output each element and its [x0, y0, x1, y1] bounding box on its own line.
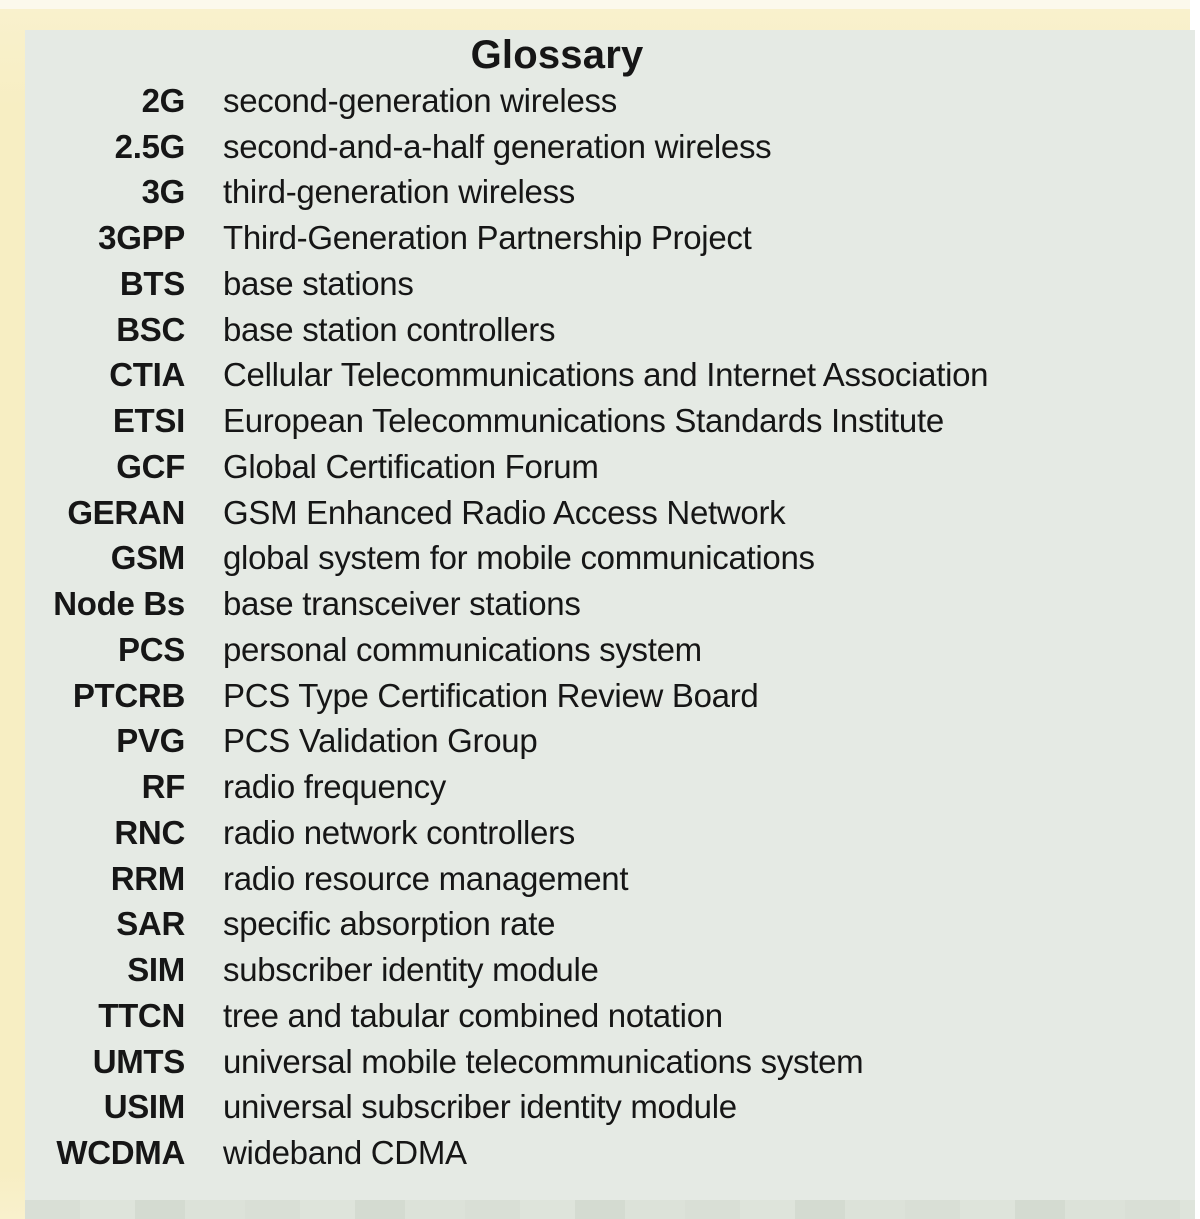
glossary-abbreviation: RF — [141, 768, 186, 806]
glossary-definition: base station controllers — [223, 310, 556, 348]
glossary-abbreviation: 2G — [141, 81, 186, 119]
glossary-definition: wideband CDMA — [223, 1134, 467, 1172]
glossary-definition: radio frequency — [223, 768, 446, 806]
glossary-entry-row: PTCRB PCS Type Certification Review Board — [25, 673, 1195, 719]
glossary-abbreviation: 2.5G — [114, 127, 186, 165]
glossary-definition: radio resource management — [223, 859, 629, 897]
glossary-abbreviation: USIM — [103, 1088, 186, 1126]
glossary-abbreviation: GERAN — [67, 493, 185, 531]
glossary-entry-row: 3GPP Third-Generation Partnership Project — [25, 215, 1195, 261]
glossary-abbreviation: PVG — [116, 722, 185, 760]
bottom-edge-strip — [25, 1200, 1195, 1219]
glossary-definition: tree and tabular combined notation — [223, 996, 723, 1034]
glossary-entry-row: 2G second-generation wireless — [25, 78, 1195, 124]
glossary-abbreviation: SIM — [127, 951, 185, 989]
glossary-entry-row: CTIA Cellular Telecommunications and Inte… — [25, 353, 1195, 399]
glossary-entry-row: PVG PCS Validation Group — [25, 719, 1195, 765]
glossary-panel: Glossary 2G second-generation wireless 2.5… — [25, 30, 1195, 1200]
glossary-definition: second-generation wireless — [223, 81, 617, 119]
glossary-abbreviation: GCF — [116, 447, 185, 485]
glossary-abbreviation: SAR — [116, 905, 185, 943]
glossary-title: Glossary — [470, 33, 644, 77]
glossary-abbreviation: RNC — [114, 813, 185, 851]
glossary-definition: subscriber identity module — [223, 951, 599, 989]
glossary-abbreviation: 3G — [141, 173, 186, 211]
glossary-entry-row: RNC radio network controllers — [25, 810, 1195, 856]
glossary-entry-row: BTS base stations — [25, 261, 1195, 307]
glossary-definition: radio network controllers — [223, 813, 575, 851]
top-cream-strip — [0, 0, 1190, 9]
glossary-abbreviation: CTIA — [109, 356, 185, 394]
glossary-definition: second-and-a-half generation wireless — [223, 127, 772, 165]
glossary-entry-row: WCDMA wideband CDMA — [25, 1130, 1195, 1176]
glossary-definition: universal mobile telecommunications syst… — [223, 1042, 864, 1080]
glossary-entry-row: GERAN GSM Enhanced Radio Access Network — [25, 490, 1195, 536]
glossary-abbreviation: Node Bs — [53, 585, 185, 623]
glossary-definition: GSM Enhanced Radio Access Network — [223, 493, 786, 531]
glossary-abbreviation: TTCN — [98, 996, 185, 1034]
glossary-definition: universal subscriber identity module — [223, 1088, 737, 1126]
glossary-entry-row: RF radio frequency — [25, 764, 1195, 810]
glossary-abbreviation: 3GPP — [98, 219, 185, 257]
glossary-entry-row: TTCN tree and tabular combined notation — [25, 993, 1195, 1039]
glossary-entry-row: USIM universal subscriber identity module — [25, 1085, 1195, 1131]
glossary-abbreviation: BTS — [119, 264, 185, 302]
glossary-definition: third-generation wireless — [223, 173, 576, 211]
glossary-abbreviation: ETSI — [112, 402, 185, 440]
glossary-abbreviation: UMTS — [92, 1042, 186, 1080]
glossary-definition: Global Certification Forum — [223, 447, 599, 485]
glossary-definition: PCS Type Certification Review Board — [223, 676, 759, 714]
glossary-abbreviation: BSC — [116, 310, 185, 348]
glossary-entry-row: SIM subscriber identity module — [25, 947, 1195, 993]
glossary-definition: Cellular Telecommunications and Internet… — [223, 356, 989, 394]
glossary-entries-list: 2G second-generation wireless 2.5G second-a… — [25, 78, 1195, 1176]
glossary-entry-row: 3G third-generation wireless — [25, 170, 1195, 216]
glossary-definition: base stations — [223, 264, 414, 302]
glossary-entry-row: PCS personal communications system — [25, 627, 1195, 673]
glossary-abbreviation: GSM — [110, 539, 186, 577]
glossary-entry-row: BSC base station controllers — [25, 307, 1195, 353]
glossary-definition: global system for mobile communications — [223, 539, 815, 577]
glossary-entry-row: GSM global system for mobile communicatio… — [25, 536, 1195, 582]
glossary-entry-row: Node Bs base transceiver stations — [25, 581, 1195, 627]
glossary-entry-row: UMTS universal mobile telecommunications … — [25, 1039, 1195, 1085]
glossary-entry-row: 2.5G second-and-a-half generation wireles… — [25, 124, 1195, 170]
glossary-definition: personal communications system — [223, 630, 702, 668]
glossary-abbreviation: PTCRB — [72, 676, 185, 714]
glossary-definition: specific absorption rate — [223, 905, 556, 943]
glossary-entry-row: SAR specific absorption rate — [25, 902, 1195, 948]
glossary-entry-row: RRM radio resource management — [25, 856, 1195, 902]
glossary-abbreviation: WCDMA — [56, 1134, 185, 1172]
glossary-definition: Third-Generation Partnership Project — [223, 219, 752, 257]
glossary-abbreviation: PCS — [118, 630, 185, 668]
glossary-definition: base transceiver stations — [223, 585, 581, 623]
glossary-entry-row: GCF Global Certification Forum — [25, 444, 1195, 490]
glossary-definition: European Telecommunications Standards In… — [223, 402, 944, 440]
glossary-definition: PCS Validation Group — [223, 722, 538, 760]
glossary-abbreviation: RRM — [110, 859, 186, 897]
glossary-entry-row: ETSI European Telecommunications Standard… — [25, 398, 1195, 444]
